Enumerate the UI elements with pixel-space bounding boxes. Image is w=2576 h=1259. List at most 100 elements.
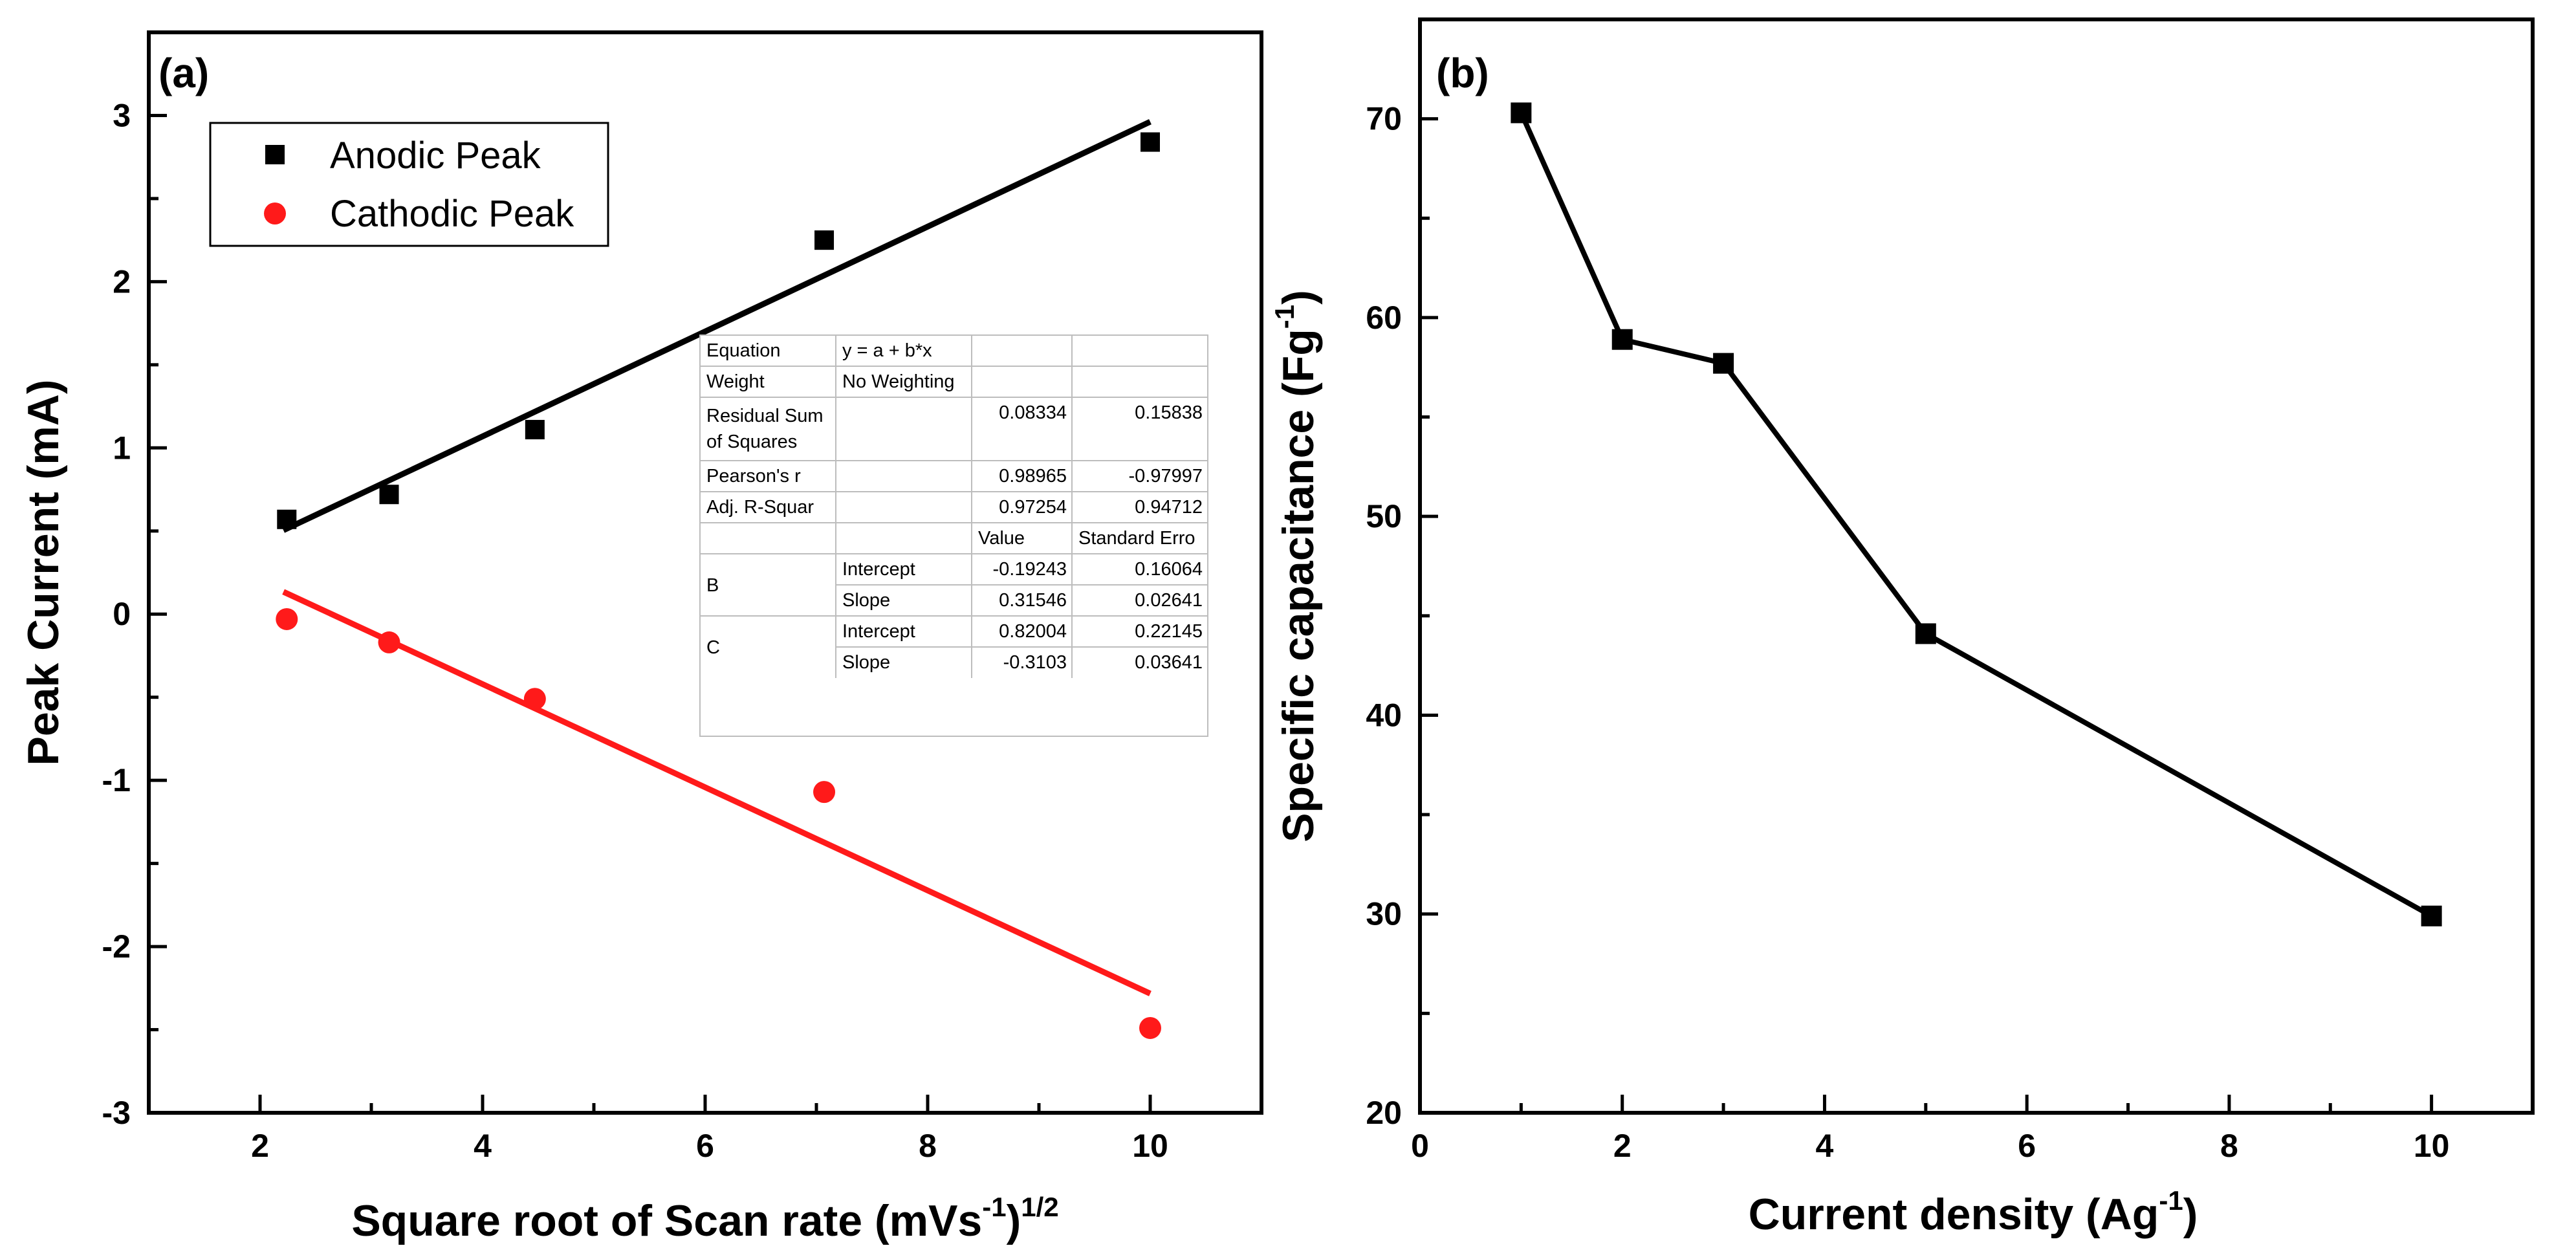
anodic-point bbox=[814, 230, 835, 250]
y-tick-label: 3 bbox=[113, 97, 131, 133]
y-tick-label: 40 bbox=[1366, 697, 1402, 733]
x-tick-label: 2 bbox=[251, 1128, 269, 1164]
fit-table-cell: Residual Sum bbox=[706, 406, 824, 426]
fit-table-cells: Equation y = a + b*x Weight No Weighting Res… bbox=[706, 340, 1203, 673]
capacitance-point bbox=[1915, 623, 1936, 644]
legend-box bbox=[209, 122, 609, 247]
panel-a-label: (a) bbox=[158, 50, 209, 96]
capacitance-point bbox=[1511, 102, 1532, 124]
anodic-point bbox=[1141, 132, 1160, 152]
panel-b-series-line bbox=[1518, 111, 2433, 919]
x-tick-label: 4 bbox=[1816, 1128, 1834, 1164]
x-tick-label: 10 bbox=[1132, 1128, 1168, 1164]
x-tick-label: 6 bbox=[696, 1128, 714, 1164]
panel-a-legend: Anodic Peak Cathodic Peak bbox=[209, 122, 609, 247]
y-tick-label: -2 bbox=[102, 928, 131, 965]
anodic-point bbox=[379, 485, 399, 505]
fit-table: Equation y = a + b*x Weight No Weighting Res… bbox=[699, 334, 1208, 737]
capacitance-point bbox=[1611, 329, 1633, 350]
fit-table-background bbox=[699, 334, 1208, 737]
fit-table-cell: Equation bbox=[706, 340, 781, 361]
anodic-fit-line bbox=[282, 119, 1152, 533]
cathodic-point bbox=[378, 631, 400, 653]
x-tick-label: 10 bbox=[2414, 1128, 2450, 1164]
x-tick-label: 6 bbox=[2018, 1128, 2036, 1164]
y-tick-label: -3 bbox=[102, 1095, 131, 1131]
x-tick-label: 4 bbox=[474, 1128, 492, 1164]
y-tick-label: 1 bbox=[113, 430, 131, 466]
y-tick-label: 30 bbox=[1366, 896, 1402, 932]
panel-b-x-label-text: Current density (Ag bbox=[1749, 1190, 2159, 1239]
fit-table-cell: 0.97254 bbox=[999, 497, 1067, 518]
x-tick-label: 8 bbox=[2220, 1128, 2238, 1164]
panel-a-x-label-sup: -1 bbox=[982, 1192, 1006, 1222]
fit-table-cell: Value bbox=[978, 528, 1025, 549]
y-tick-label: 20 bbox=[1366, 1095, 1402, 1131]
fit-table-cell: 0.16064 bbox=[1135, 559, 1203, 580]
anodic-point bbox=[525, 420, 545, 440]
y-tick-label: 2 bbox=[113, 263, 131, 300]
y-tick-label: -1 bbox=[102, 762, 131, 798]
fit-table-cell: 0.15838 bbox=[1135, 402, 1203, 423]
fit-table-cell: 0.98965 bbox=[999, 466, 1067, 487]
panel-b-label: (b) bbox=[1436, 50, 1489, 96]
fit-table-cell: -0.97997 bbox=[1129, 466, 1203, 487]
legend-cathodic-marker bbox=[264, 203, 286, 224]
fit-table-cell: y = a + b*x bbox=[842, 340, 932, 361]
panel-a-x-label-text: Square root of Scan rate (mVs bbox=[351, 1196, 982, 1245]
cathodic-point bbox=[276, 608, 298, 630]
panel-b-y-label-text: Specific capacitance (Fg bbox=[1274, 329, 1323, 842]
fit-table-cell: Slope bbox=[842, 652, 890, 673]
y-tick-label: 50 bbox=[1366, 498, 1402, 534]
panel-b-y-label-sup: -1 bbox=[1269, 305, 1300, 329]
fit-table-cell: B bbox=[706, 575, 719, 596]
fit-table-cell: 0.31546 bbox=[999, 590, 1067, 611]
panel-b-y-axis-label: Specific capacitance (Fg-1) bbox=[1269, 290, 1323, 842]
cathodic-point bbox=[523, 688, 546, 710]
panel-b-x-label-tail: ) bbox=[2183, 1190, 2198, 1239]
fit-table-cell: 0.22145 bbox=[1135, 621, 1203, 642]
panel-b-points bbox=[1511, 102, 2442, 926]
fit-table-cell: 0.08334 bbox=[999, 402, 1067, 423]
legend-anodic-label: Anodic Peak bbox=[330, 135, 541, 177]
fit-table-cell: 0.94712 bbox=[1135, 497, 1203, 518]
panel-a: (a) 2 4 6 8 10 -3 -2 -1 0 1 2 3 Anodic Peak Cathodi… bbox=[19, 30, 1263, 1245]
fit-table-cell: 0.03641 bbox=[1135, 652, 1203, 673]
x-tick-label: 2 bbox=[1613, 1128, 1632, 1164]
y-tick-label: 0 bbox=[113, 596, 131, 632]
fit-table-cell: -0.19243 bbox=[993, 559, 1067, 580]
cathodic-fit-line bbox=[282, 589, 1152, 996]
panel-a-x-label-tail: ) bbox=[1007, 1196, 1021, 1245]
fit-table-cell: Slope bbox=[842, 590, 890, 611]
cathodic-point bbox=[813, 781, 836, 804]
fit-table-cell: Intercept bbox=[842, 621, 915, 642]
fit-table-cell: 0.82004 bbox=[999, 621, 1067, 642]
fit-table-cell: 0.02641 bbox=[1135, 590, 1203, 611]
panel-a-x-axis-label: Square root of Scan rate (mVs-1)1/2 bbox=[351, 1192, 1058, 1245]
legend-anodic-marker bbox=[265, 145, 285, 164]
anodic-point bbox=[277, 509, 297, 529]
fit-table-cell: Intercept bbox=[842, 559, 915, 580]
fit-table-cell: Weight bbox=[706, 371, 765, 392]
legend-cathodic-label: Cathodic Peak bbox=[330, 193, 574, 235]
fit-table-cell: C bbox=[706, 637, 720, 658]
capacitance-point bbox=[1713, 353, 1734, 374]
fit-table-cell: Pearson's r bbox=[706, 466, 801, 487]
panel-b-plot-frame bbox=[1418, 17, 2535, 1115]
y-tick-label: 70 bbox=[1366, 101, 1402, 137]
panel-a-y-axis-label: Peak Current (mA) bbox=[19, 379, 68, 765]
fit-table-cell: No Weighting bbox=[842, 371, 955, 392]
fit-table-cell: of Squares bbox=[706, 432, 797, 452]
y-tick-label: 60 bbox=[1366, 300, 1402, 336]
x-tick-label: 8 bbox=[919, 1128, 937, 1164]
panel-b-y-label-tail: ) bbox=[1274, 290, 1323, 305]
panel-a-x-label-exp: 1/2 bbox=[1021, 1192, 1058, 1222]
fit-table-cell: -0.3103 bbox=[1003, 652, 1067, 673]
panel-b-x-axis-label: Current density (Ag-1) bbox=[1749, 1185, 2198, 1239]
fit-table-grid bbox=[700, 335, 1208, 678]
fit-table-cell: Adj. R-Squar bbox=[706, 497, 814, 518]
panel-b-x-label-sup: -1 bbox=[2159, 1185, 2183, 1216]
panel-b-ticks: 0 2 4 6 8 10 20 30 40 50 60 70 bbox=[1366, 17, 2535, 1164]
panel-a-ticks: 2 4 6 8 10 -3 -2 -1 0 1 2 3 bbox=[102, 30, 1263, 1164]
